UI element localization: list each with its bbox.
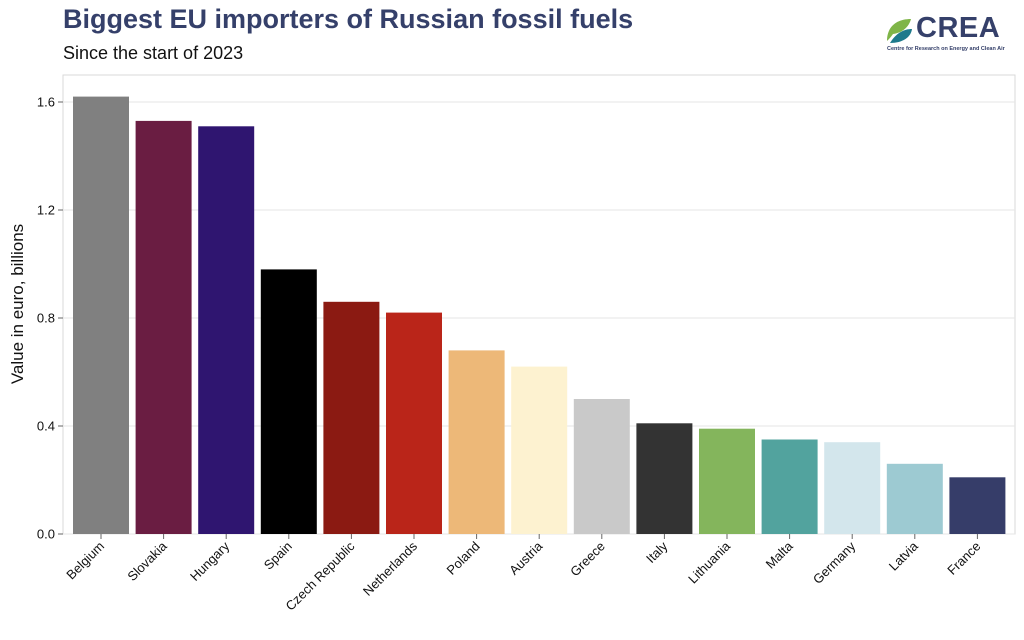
x-tick-label: Greece [567,539,608,580]
bar-czech-republic [323,301,380,534]
chart-title: Biggest EU importers of Russian fossil f… [63,4,634,34]
bar-slovakia [135,120,192,535]
x-tick-label: France [944,539,983,578]
crea-logo: CREA Centre for Research on Energy and C… [884,12,1012,56]
x-tick-label: Austria [506,538,546,578]
x-tick-label: Germany [810,538,859,587]
bar-austria [511,366,568,534]
bar-poland [448,350,505,534]
x-tick-label: Belgium [63,539,107,583]
x-tick-label: Poland [443,539,482,578]
x-tick-label: Slovakia [124,538,170,584]
x-tick-label: Italy [643,538,671,566]
logo-wordmark: CREA [916,12,1001,44]
bar-hungary [198,126,255,535]
logo-tagline: Centre for Research on Energy and Clean … [887,46,1005,52]
y-tick-label: 1.6 [37,95,55,110]
bar-latvia [886,463,943,534]
x-tick-label: Netherlands [360,538,421,599]
x-tick-label: Spain [261,539,295,573]
x-tick-label: Hungary [187,538,233,584]
bar-belgium [73,96,129,534]
y-tick-label: 1.2 [37,203,55,218]
x-tick-label: Latvia [886,538,922,574]
y-tick-label: 0.8 [37,311,55,326]
bar-germany [824,442,881,534]
y-tick-label: 0.0 [37,527,55,542]
logo-leaf-teal [890,29,912,43]
bar-spain [260,269,317,534]
bar-italy [636,423,693,534]
bar-greece [573,399,630,534]
bar-malta [761,439,818,534]
y-axis-label: Value in euro, billions [8,224,27,384]
chart-subtitle: Since the start of 2023 [63,43,244,63]
bar-netherlands [386,312,442,534]
bar-lithuania [699,428,755,534]
logo-leaf-green [887,19,911,41]
bars [73,96,1006,535]
crea-leaf-icon [887,19,912,43]
bar-france [949,477,1006,534]
x-tick-label: Malta [763,538,797,572]
x-tick-label: Lithuania [685,538,733,586]
y-axis: 0.0 0.4 0.8 1.2 1.6 [37,95,63,542]
y-tick-label: 0.4 [37,419,55,434]
